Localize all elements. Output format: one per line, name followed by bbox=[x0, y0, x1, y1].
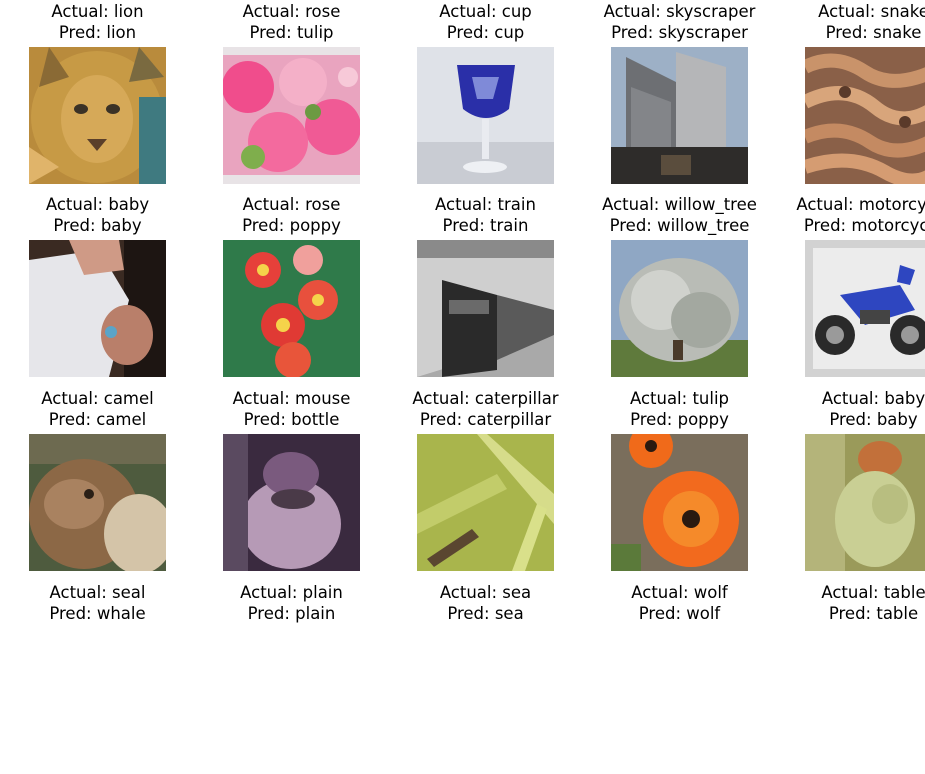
panel: Actual: tulip Pred: poppy bbox=[582, 387, 777, 580]
actual-label: Actual: camel bbox=[41, 389, 154, 408]
actual-label: Actual: rose bbox=[242, 2, 341, 21]
panel-title: Actual: sea Pred: sea bbox=[388, 583, 583, 624]
panel-title: Actual: baby Pred: baby bbox=[0, 195, 195, 236]
pred-label: Pred: motorcycle bbox=[803, 215, 925, 235]
panel-title: Actual: caterpillar Pred: caterpillar bbox=[388, 389, 583, 430]
pred-label: Pred: bottle bbox=[243, 409, 340, 429]
motorcycle-photo bbox=[805, 240, 925, 377]
actual-label: Actual: plain bbox=[240, 583, 343, 602]
pred-label: Pred: train bbox=[442, 215, 529, 235]
actual-label: Actual: tulip bbox=[629, 389, 730, 408]
camel-photo bbox=[29, 434, 166, 571]
panel-title: Actual: train Pred: train bbox=[388, 195, 583, 236]
panel: Actual: willow_tree Pred: willow_tree bbox=[582, 193, 777, 386]
actual-label: Actual: caterpillar bbox=[412, 389, 559, 408]
actual-label: Actual: skyscraper bbox=[603, 2, 756, 21]
panel: Actual: plain Pred: plain bbox=[194, 581, 389, 774]
panel: Actual: mouse Pred: bottle bbox=[194, 387, 389, 580]
baby-photo bbox=[29, 240, 166, 377]
pred-label: Pred: poppy bbox=[630, 409, 729, 429]
panel-title: Actual: baby Pred: baby bbox=[776, 389, 925, 430]
panel-title: Actual: lion Pred: lion bbox=[0, 2, 195, 43]
willow-tree-photo bbox=[611, 240, 748, 377]
pred-label: Pred: table bbox=[828, 603, 919, 623]
panel: Actual: table Pred: table bbox=[776, 581, 925, 774]
actual-label: Actual: train bbox=[435, 195, 536, 214]
panel-title: Actual: skyscraper Pred: skyscraper bbox=[582, 2, 777, 43]
panel: Actual: lion Pred: lion bbox=[0, 0, 195, 193]
panel-title: Actual: seal Pred: whale bbox=[0, 583, 195, 624]
caterpillar-photo bbox=[417, 434, 554, 571]
actual-label: Actual: wolf bbox=[631, 583, 728, 602]
panel: Actual: cup Pred: cup bbox=[388, 0, 583, 193]
actual-label: Actual: sea bbox=[439, 583, 532, 602]
actual-label: Actual: seal bbox=[49, 583, 146, 602]
panel: Actual: skyscraper Pred: skyscraper bbox=[582, 0, 777, 193]
pred-label: Pred: wolf bbox=[638, 603, 721, 623]
pred-label: Pred: baby bbox=[829, 409, 918, 429]
panel-title: Actual: wolf Pred: wolf bbox=[582, 583, 777, 624]
orange-flower-photo bbox=[611, 434, 748, 571]
pred-label: Pred: cup bbox=[446, 22, 525, 42]
actual-label: Actual: baby bbox=[821, 389, 925, 408]
pred-label: Pred: tulip bbox=[249, 22, 334, 42]
pred-label: Pred: willow_tree bbox=[609, 215, 750, 235]
baby-photo bbox=[805, 434, 925, 571]
actual-label: Actual: motorcycle bbox=[796, 195, 925, 214]
panel: Actual: wolf Pred: wolf bbox=[582, 581, 777, 774]
panel-title: Actual: tulip Pred: poppy bbox=[582, 389, 777, 430]
actual-label: Actual: snake bbox=[818, 2, 925, 21]
pink-flowers-photo bbox=[223, 47, 360, 184]
prediction-grid: Actual: lion Pred: lion Actual: rose Pre… bbox=[0, 0, 925, 623]
pred-label: Pred: lion bbox=[58, 22, 137, 42]
panel-title: Actual: mouse Pred: bottle bbox=[194, 389, 389, 430]
panel: Actual: camel Pred: camel bbox=[0, 387, 195, 580]
panel: Actual: baby Pred: baby bbox=[776, 387, 925, 580]
panel-title: Actual: snake Pred: snake bbox=[776, 2, 925, 43]
actual-label: Actual: lion bbox=[51, 2, 144, 21]
skyscraper-photo bbox=[611, 47, 748, 184]
actual-label: Actual: cup bbox=[439, 2, 532, 21]
pred-label: Pred: poppy bbox=[242, 215, 341, 235]
panel: Actual: rose Pred: tulip bbox=[194, 0, 389, 193]
lion-photo bbox=[29, 47, 166, 184]
actual-label: Actual: rose bbox=[242, 195, 341, 214]
panel-title: Actual: table Pred: table bbox=[776, 583, 925, 624]
panel-title: Actual: motorcycle Pred: motorcycle bbox=[776, 195, 925, 236]
actual-label: Actual: mouse bbox=[232, 389, 351, 408]
actual-label: Actual: table bbox=[821, 583, 925, 602]
red-flowers-photo bbox=[223, 240, 360, 377]
panel: Actual: baby Pred: baby bbox=[0, 193, 195, 386]
panel-title: Actual: plain Pred: plain bbox=[194, 583, 389, 624]
panel-title: Actual: rose Pred: tulip bbox=[194, 2, 389, 43]
panel-title: Actual: camel Pred: camel bbox=[0, 389, 195, 430]
pred-label: Pred: camel bbox=[48, 409, 147, 429]
panel: Actual: caterpillar Pred: caterpillar bbox=[388, 387, 583, 580]
snake-photo bbox=[805, 47, 925, 184]
pred-label: Pred: caterpillar bbox=[419, 409, 552, 429]
panel: Actual: seal Pred: whale bbox=[0, 581, 195, 774]
actual-label: Actual: willow_tree bbox=[602, 195, 757, 214]
pred-label: Pred: plain bbox=[247, 603, 336, 623]
panel: Actual: snake Pred: snake bbox=[776, 0, 925, 193]
panel: Actual: motorcycle Pred: motorcycle bbox=[776, 193, 925, 386]
pred-label: Pred: sea bbox=[447, 603, 524, 623]
pred-label: Pred: snake bbox=[825, 22, 922, 42]
panel-title: Actual: willow_tree Pred: willow_tree bbox=[582, 195, 777, 236]
panel: Actual: train Pred: train bbox=[388, 193, 583, 386]
pred-label: Pred: skyscraper bbox=[611, 22, 748, 42]
panel: Actual: rose Pred: poppy bbox=[194, 193, 389, 386]
panel-title: Actual: cup Pred: cup bbox=[388, 2, 583, 43]
train-photo bbox=[417, 240, 554, 377]
panel: Actual: sea Pred: sea bbox=[388, 581, 583, 774]
panel-title: Actual: rose Pred: poppy bbox=[194, 195, 389, 236]
actual-label: Actual: baby bbox=[45, 195, 150, 214]
pred-label: Pred: whale bbox=[49, 603, 146, 623]
pred-label: Pred: baby bbox=[53, 215, 142, 235]
blue-glass-cup-photo bbox=[417, 47, 554, 184]
mouse-photo bbox=[223, 434, 360, 571]
